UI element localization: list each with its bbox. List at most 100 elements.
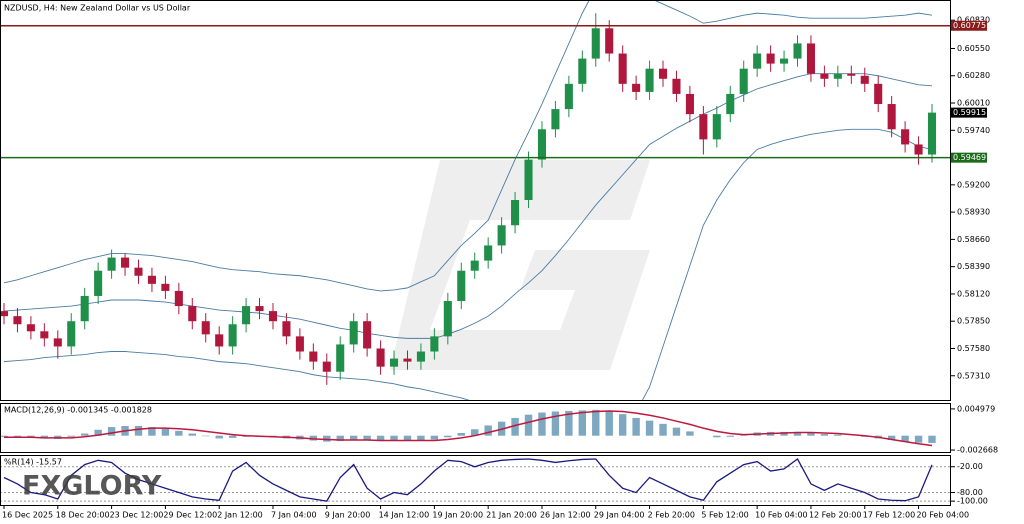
x-tick-label: 5 Feb 12:00 <box>701 511 748 520</box>
y-tick-label: 0.57850 <box>957 317 990 326</box>
candle-body <box>443 301 452 337</box>
candle-body <box>591 28 600 59</box>
x-tick-label: 19 Jan 20:00 <box>432 511 483 520</box>
candle-body <box>201 321 210 335</box>
x-tick-label: 20 Feb 04:00 <box>917 511 969 520</box>
candle-body <box>174 290 183 307</box>
macd-bar <box>94 429 102 436</box>
candle-body <box>349 321 358 345</box>
candle-body <box>470 260 479 271</box>
macd-bar <box>202 435 210 437</box>
y-tick-label: 0.59740 <box>957 126 990 135</box>
macd-bar <box>471 429 479 436</box>
candle-body <box>578 58 587 84</box>
macd-bar <box>672 427 681 436</box>
macd-bar <box>618 414 627 436</box>
candle-body <box>94 270 103 296</box>
macd-bar <box>188 433 196 436</box>
candle-body <box>430 336 439 352</box>
macd-bar <box>484 425 492 436</box>
candle-body <box>524 159 533 200</box>
macd-bar <box>457 433 465 436</box>
macd-bar <box>713 435 721 438</box>
macd-bar <box>726 435 734 437</box>
watermark: FXGLORY <box>22 471 162 502</box>
candle-body <box>67 321 76 347</box>
candle-body <box>147 275 156 284</box>
candle-body <box>645 68 654 92</box>
level-label: 0.59469 <box>953 153 986 162</box>
candle-body <box>632 83 641 92</box>
macd-bar <box>565 410 573 436</box>
chart-title: NZDUSD, H4: New Zealand Dollar vs US Dol… <box>4 4 191 13</box>
candle-body <box>376 348 385 367</box>
candle-body <box>793 43 802 59</box>
current-price-label: 0.59915 <box>953 108 986 117</box>
candle-body <box>107 257 116 271</box>
x-tick-label: 12 Feb 20:00 <box>809 511 861 520</box>
candle-body <box>268 311 278 322</box>
candle-body <box>551 109 560 130</box>
candle-body <box>389 358 399 367</box>
candle-body <box>847 73 856 76</box>
frame <box>0 0 951 506</box>
candle-body <box>403 358 412 362</box>
y-tick-label: 0.57580 <box>957 344 990 353</box>
macd-bar <box>40 435 49 439</box>
candle-body <box>860 75 869 84</box>
macd-bar <box>780 431 788 436</box>
macd-bar <box>807 433 815 436</box>
candle-body <box>820 73 829 79</box>
y-tick-label: 0.60830 <box>957 16 990 25</box>
y-tick-label: -20.00 <box>957 462 983 471</box>
watermark-logo <box>390 160 650 370</box>
wr-label: %R(14) -15.57 <box>4 458 62 467</box>
macd-bar <box>215 435 223 439</box>
candle-body <box>309 351 318 362</box>
y-tick-label: 0.58390 <box>957 262 990 271</box>
y-tick-label: 0.58930 <box>957 208 990 217</box>
y-tick-label: 0.004979 <box>957 404 995 413</box>
candle-body <box>699 114 708 140</box>
macd-signal-line <box>4 410 933 447</box>
macd-bar <box>107 427 116 436</box>
candle-body <box>322 361 331 372</box>
macd-bar <box>578 410 587 436</box>
y-tick-label: 0.57310 <box>957 371 990 380</box>
current-price-box <box>951 107 987 118</box>
x-tick-label: 14 Jan 12:00 <box>379 511 430 520</box>
x-tick-label: 10 Feb 04:00 <box>755 511 807 520</box>
band-line <box>3 73 933 339</box>
macd-bar <box>511 417 519 436</box>
candle-body <box>282 321 291 337</box>
candle-body <box>0 311 9 317</box>
band-line <box>3 0 933 292</box>
candle-body <box>927 112 937 155</box>
x-tick-label: 7 Jan 04:00 <box>271 511 317 520</box>
candle-body <box>26 324 35 332</box>
macd-label: MACD(12,26,9) -0.001345 -0.001828 <box>4 406 152 415</box>
candle-body <box>457 270 466 302</box>
macd-bar <box>928 435 936 443</box>
x-tick-label: 29 Jan 04:00 <box>594 511 645 520</box>
price-plot <box>0 0 937 401</box>
x-tick-label: 18 Dec 20:00 <box>56 511 110 520</box>
macd-plot <box>0 409 936 447</box>
level-label: 0.60775 <box>953 21 986 30</box>
candle-body <box>874 83 883 105</box>
y-tick-label: 0.60550 <box>957 44 990 53</box>
macd-bar <box>228 435 237 438</box>
candle-body <box>726 93 735 115</box>
candle-body <box>658 68 668 79</box>
macd-bar <box>323 435 331 442</box>
macd-bar <box>430 435 439 440</box>
plot-layer: 0.60830 0.60550 0.60280 0.60010 0.59740 0.592… <box>0 0 998 520</box>
level-label-box <box>951 20 987 31</box>
macd-bar <box>901 435 909 442</box>
macd-bar <box>80 433 89 436</box>
candle-body <box>295 336 304 352</box>
y-tick-label: 0.60280 <box>957 71 990 80</box>
candle-body <box>497 225 506 246</box>
macd-bar <box>349 435 358 440</box>
macd-bar <box>0 435 8 437</box>
